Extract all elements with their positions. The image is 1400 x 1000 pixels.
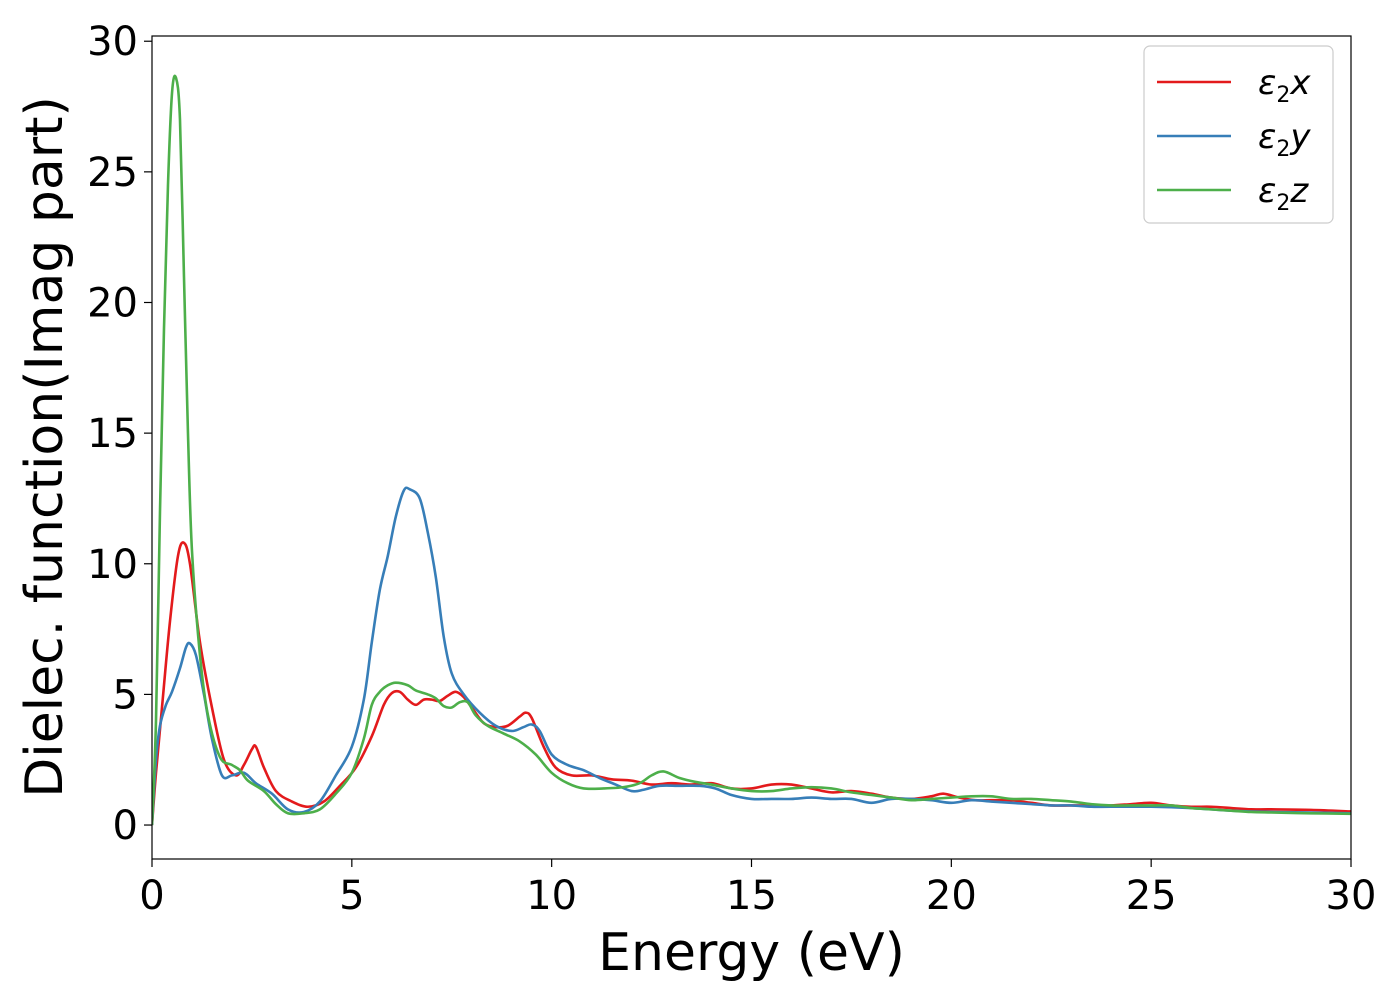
legend-label-x: ε2x <box>1258 63 1311 108</box>
y-tick-label: 30 <box>87 19 138 65</box>
y-tick-label: 10 <box>87 542 138 588</box>
x-tick-label: 25 <box>1126 873 1177 919</box>
legend: ε2x ε2y ε2z <box>1143 45 1334 224</box>
x-tick-label: 15 <box>726 873 777 919</box>
legend-label-y: ε2y <box>1258 117 1311 162</box>
series-layer <box>152 74 1351 826</box>
y-tick-label: 15 <box>87 411 138 457</box>
x-tick-label: 5 <box>339 873 364 919</box>
x-tick-label: 30 <box>1326 873 1377 919</box>
x-tick-label: 10 <box>526 873 577 919</box>
series-line-y <box>152 486 1351 826</box>
y-tick-label: 0 <box>113 803 138 849</box>
y-tick-label: 20 <box>87 280 138 326</box>
x-tick-label: 20 <box>926 873 977 919</box>
series-line-z <box>152 74 1351 826</box>
x-axis-ticks: 0 5 10 15 20 25 30 <box>139 859 1376 919</box>
legend-label-z: ε2z <box>1258 171 1309 216</box>
x-tick-label: 0 <box>139 873 164 919</box>
legend-box <box>1143 45 1334 224</box>
x-axis-label: Energy (eV) <box>598 923 905 983</box>
y-tick-label: 25 <box>87 150 138 196</box>
y-axis-label: Dielec. function(Imag part) <box>15 96 75 798</box>
y-tick-label: 5 <box>113 672 138 718</box>
y-axis-ticks: 0 5 10 15 20 25 30 <box>87 19 152 849</box>
